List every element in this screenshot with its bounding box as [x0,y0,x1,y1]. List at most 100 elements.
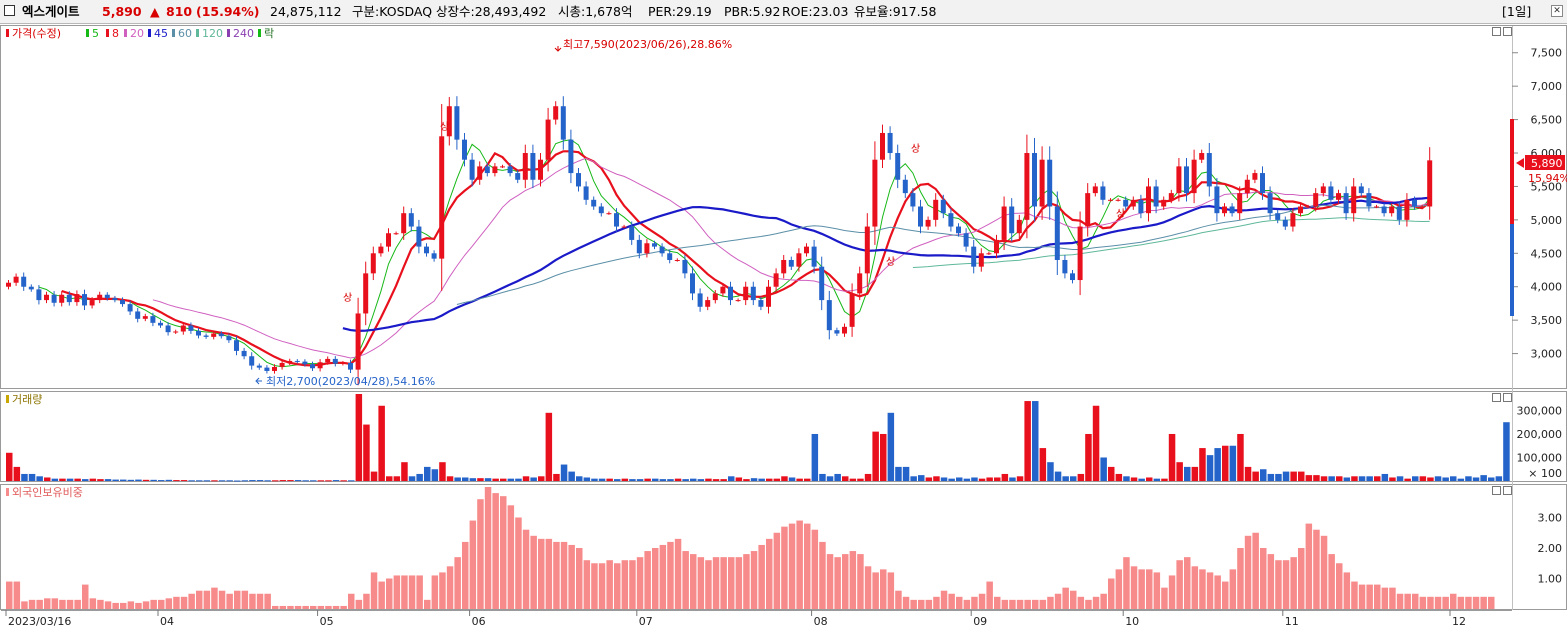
volume-bar [1412,476,1419,481]
foreign-ratio-bar [211,587,218,609]
candle-body [910,193,916,207]
foreign-ratio-bar [1244,535,1252,609]
foreign-ratio-bar [1320,535,1328,609]
candle-body [370,253,376,274]
volume-bar [1047,462,1054,481]
candle-body [120,300,125,305]
volume-minimize-icon[interactable] [1492,393,1501,402]
foreign-ratio-bar [446,566,454,609]
ma120-line [912,217,1430,268]
candle-body [1199,153,1205,160]
candle-body [636,239,642,254]
period-label[interactable]: [1일] [1502,4,1532,19]
foreign-ratio-bar [1062,587,1069,609]
foreign-ratio-bar [1054,593,1062,609]
candle-body [401,213,407,234]
volume-legend-marker [6,395,9,403]
foreign-ratio-bar [332,605,340,609]
foreign-ratio-bar [310,605,317,609]
volume-bar [226,480,233,482]
foreign-ratio-bar [560,541,568,609]
foreign-ratio-bar [454,557,461,609]
price-minimize-icon[interactable] [1492,27,1501,36]
foreign-ratio-bar [226,593,233,609]
volume-bar [1282,471,1290,481]
volume-bar [1275,473,1282,481]
foreign-ratio-bar [1389,587,1396,609]
price-tick-label: 6,500 [1531,114,1563,127]
volume-maximize-icon[interactable] [1503,393,1512,402]
candle-body [6,282,11,287]
volume-bar [424,466,431,481]
volume-bar [104,479,112,481]
foreign-ratio-bar [1016,599,1024,609]
date-tick-label: 07 [639,615,653,628]
volume-tick-label: 100,000 [1517,451,1563,464]
candle-body [811,246,817,267]
candle-body [1358,186,1364,194]
candle-body [804,246,809,254]
volume-tick-label: 300,000 [1517,404,1563,417]
candle-body [705,300,711,307]
volume-bar [887,412,895,481]
candle-body [872,159,878,227]
foreign-tick-label: 1.00 [1538,573,1563,586]
candle-body [348,362,353,370]
candle-body [484,166,490,174]
candle-body [439,136,445,259]
candle-body [1290,213,1296,227]
price-range-bar-up [1510,119,1514,224]
volume-bar [165,479,173,481]
volume-bar [256,480,264,482]
foreign-ratio-bar [408,575,416,609]
legend-fall: 락 [264,27,274,40]
volume-bar [294,480,302,482]
volume-bar [188,480,195,482]
candle-body [462,139,467,160]
foreign-ratio-bar [545,538,553,609]
foreign-ratio-bar [933,596,940,609]
candle-body [310,364,315,369]
volume-bar [211,480,218,482]
candle-body [1275,213,1281,220]
volume-bar [697,479,705,481]
candle-body [1267,193,1273,214]
foreign-ratio-bar [142,601,150,609]
legend-ma45: 45 [154,27,168,40]
candle-body [682,259,688,274]
volume-bar [1389,477,1396,481]
candle-body [933,199,939,220]
foreign-ratio-bar [925,599,933,609]
volume-bar [279,480,287,482]
foreign-maximize-icon[interactable] [1503,486,1512,495]
reserve-ratio: 유보율:917.58 [854,4,937,19]
volume-bar [1267,473,1275,481]
foreign-minimize-icon[interactable] [1492,486,1501,495]
candle-body [1260,173,1265,194]
candle-body [1123,199,1129,207]
legend-ma5-marker [86,29,89,37]
foreign-ratio-bar [834,557,841,609]
volume-bar [51,478,59,481]
volume-bar [1016,476,1024,481]
candle-body [1153,186,1159,207]
volume-bar [576,476,583,481]
volume-bar [568,471,575,481]
price-tick-label: 3,500 [1531,314,1563,327]
foreign-ratio-bar [256,593,264,609]
foreign-ratio-bar [781,526,788,609]
candle-body [1092,186,1098,194]
foreign-ratio-bar [13,581,21,609]
candle-body [750,286,756,301]
volume-bar [127,479,135,481]
close-icon[interactable]: ✕ [1551,5,1563,17]
foreign-ratio-bar [1488,596,1495,609]
foreign-ratio-bar [234,590,241,609]
ma45-line [342,196,1430,333]
price-maximize-icon[interactable] [1503,27,1512,36]
select-checkbox[interactable] [4,5,15,16]
foreign-ratio-bar [196,590,203,609]
candle-body [1062,259,1068,274]
foreign-ratio-bar [1358,584,1366,609]
candle-body [1161,199,1167,207]
